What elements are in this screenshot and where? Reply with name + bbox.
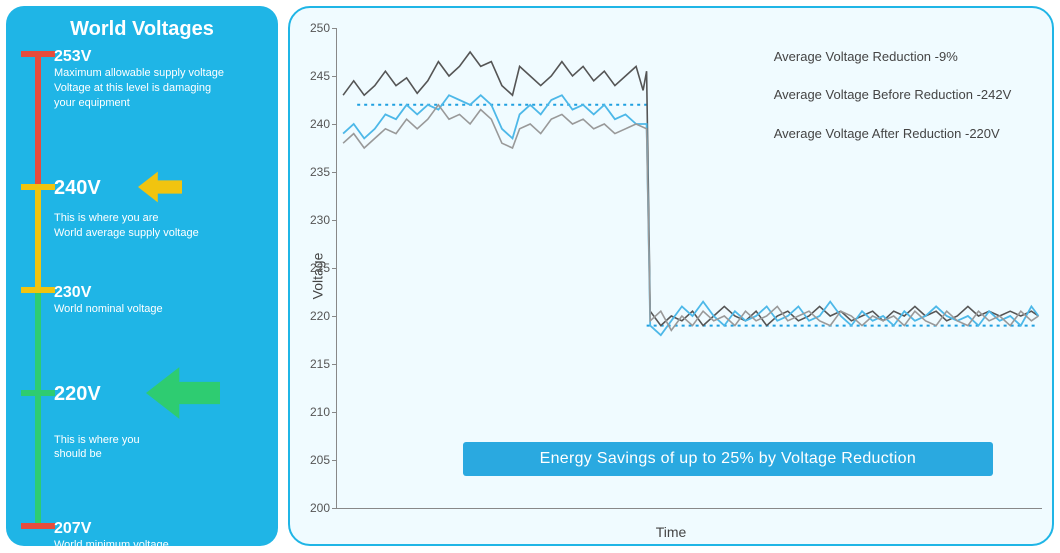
chart-panel: Voltage Time 200205210215220225230235240… [288, 6, 1054, 546]
y-tick-label: 235 [310, 165, 330, 179]
scale-tick [21, 523, 55, 529]
scale-value-label: 220V [54, 383, 101, 406]
x-axis-label: Time [656, 524, 687, 540]
world-voltages-sidebar: World Voltages 253VMaximum allowable sup… [6, 6, 278, 546]
chart-annotation: Average Voltage Before Reduction -242V [774, 87, 1012, 102]
x-axis [336, 508, 1042, 509]
scale-tick [21, 390, 55, 396]
pointer-arrow-icon [146, 356, 220, 430]
scale-description: World minimum voltage [54, 538, 169, 553]
scale-segment [35, 187, 41, 290]
scale-tick [21, 51, 55, 57]
y-tick-label: 215 [310, 357, 330, 371]
scale-value-label: 240V [54, 177, 101, 200]
root: World Voltages 253VMaximum allowable sup… [0, 0, 1060, 552]
y-tick-label: 205 [310, 453, 330, 467]
plot-area: 200205210215220225230235240245250Average… [336, 28, 1042, 508]
y-tick-label: 240 [310, 117, 330, 131]
scale-value-label: 230V [54, 284, 91, 302]
scale-description: World nominal voltage [54, 302, 163, 317]
chart-annotation: Average Voltage Reduction -9% [774, 49, 958, 64]
savings-banner: Energy Savings of up to 25% by Voltage R… [463, 442, 993, 476]
y-tick-label: 230 [310, 213, 330, 227]
scale-segment [35, 54, 41, 187]
scale-value-label: 207V [54, 520, 91, 538]
scale-description: This is where you should be [54, 433, 140, 463]
scale-description: This is where you are World average supp… [54, 211, 199, 241]
y-axis-label: Voltage [309, 253, 325, 300]
y-tick-label: 210 [310, 405, 330, 419]
chart-annotation: Average Voltage After Reduction -220V [774, 126, 1000, 141]
pointer-arrow-icon [138, 165, 182, 209]
y-tick-label: 220 [310, 309, 330, 323]
scale-tick [21, 287, 55, 293]
scale-tick [21, 184, 55, 190]
y-tick-label: 200 [310, 501, 330, 515]
y-tick-label: 225 [310, 261, 330, 275]
sidebar-title: World Voltages [6, 18, 278, 41]
y-tick-mark [332, 508, 336, 509]
scale-description: Maximum allowable supply voltage Voltage… [54, 66, 224, 111]
y-tick-label: 245 [310, 69, 330, 83]
scale-value-label: 253V [54, 48, 91, 66]
y-tick-label: 250 [310, 21, 330, 35]
scale-segment [35, 290, 41, 526]
